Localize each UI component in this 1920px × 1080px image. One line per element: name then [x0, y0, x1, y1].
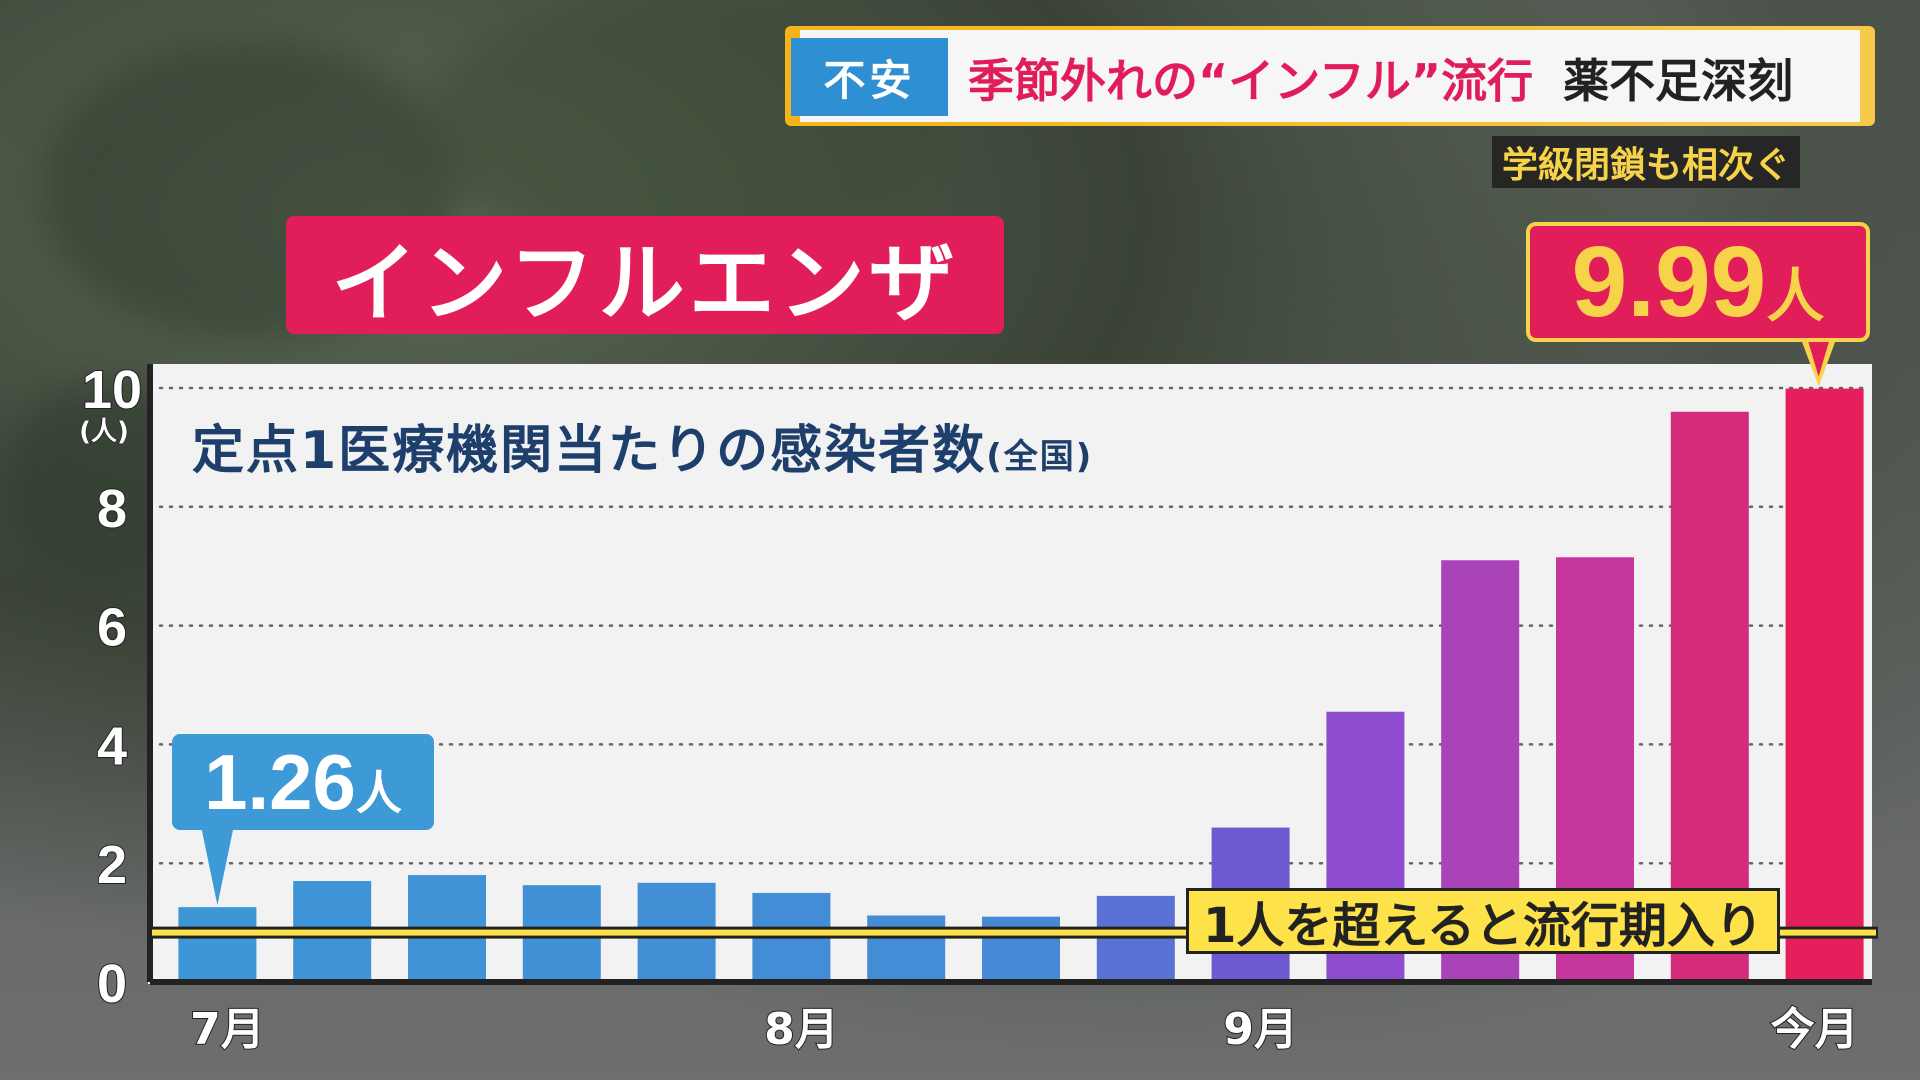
y-tick-label: 10	[82, 360, 142, 420]
bar	[178, 907, 257, 979]
x-tick-label: 今月	[1771, 1004, 1859, 1055]
x-tick-label: 7月	[190, 1004, 265, 1055]
chart-title: インフルエンザ	[286, 216, 1004, 334]
chart-subtitle-text: 定点1医療機関当たりの感染者数	[192, 421, 987, 481]
bar	[867, 915, 946, 979]
headline-main: 季節外れの“インフル”流行	[968, 54, 1534, 108]
x-tick-label: 8月	[764, 1004, 839, 1055]
y-tick-label: 6	[97, 598, 127, 658]
y-tick-label: 2	[97, 835, 127, 895]
first-callout-pointer	[201, 828, 234, 906]
first-value-unit: 人	[355, 766, 402, 820]
y-tick-label: 4	[97, 716, 127, 776]
threshold-label: 1人を超えると流行期入り	[1186, 888, 1780, 954]
latest-value: 9.99	[1571, 226, 1767, 338]
headline-banner	[800, 30, 1860, 122]
first-value: 1.26	[204, 738, 356, 826]
subheadline: 学級閉鎖も相次ぐ	[1492, 136, 1801, 188]
bar	[1670, 411, 1749, 979]
latest-value-unit: 人	[1766, 262, 1825, 330]
latest-callout-pointer-fill	[1806, 336, 1831, 377]
latest-value-callout: 9.99 人	[1526, 222, 1870, 342]
x-tick-label: 9月	[1223, 1004, 1298, 1055]
threshold-line	[152, 929, 1876, 936]
headline: 季節外れの“インフル”流行 薬不足深刻	[968, 44, 1793, 112]
y-tick-label: 0	[97, 954, 127, 1014]
headline-sub: 薬不足深刻	[1563, 54, 1794, 108]
chart-subtitle-scope: (全国)	[986, 437, 1094, 477]
bar	[982, 916, 1060, 979]
y-tick-label: 8	[97, 479, 127, 539]
bar	[1785, 388, 1864, 979]
y-axis-unit: (人)	[79, 417, 129, 447]
topic-tag: 不安	[791, 38, 948, 116]
first-value-callout: 1.26 人	[172, 734, 434, 830]
chart-subtitle: 定点1医療機関当たりの感染者数(全国)	[192, 408, 1093, 483]
